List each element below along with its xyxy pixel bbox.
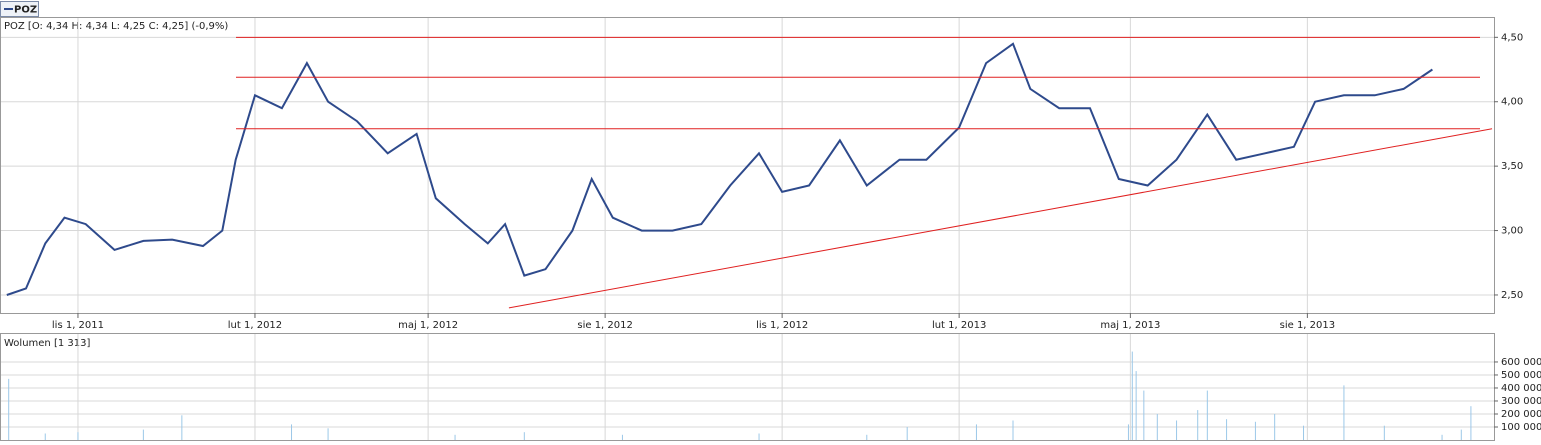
volume-bar xyxy=(866,434,868,440)
x-tick-label: lis 1, 2011 xyxy=(52,320,104,331)
y-tick-label: 200 000 xyxy=(1501,409,1541,420)
volume-bar xyxy=(523,432,525,440)
y-tick-label: 2,50 xyxy=(1501,290,1523,301)
price-panel xyxy=(0,17,1495,314)
volume-bar xyxy=(1156,413,1158,440)
volume-bar xyxy=(1274,413,1276,440)
volume-bar xyxy=(906,426,908,440)
volume-bar xyxy=(327,428,329,440)
x-tick-label: sie 1, 2013 xyxy=(1280,320,1336,331)
x-tick-label: lut 1, 2012 xyxy=(228,320,282,331)
volume-bar xyxy=(1343,385,1345,440)
volume-bar xyxy=(758,433,760,440)
y-tick-label: 600 000 xyxy=(1501,357,1541,368)
volume-bar xyxy=(1460,429,1462,440)
volume-bar xyxy=(181,415,183,440)
legend: POZ [O: 4,34 H: 4,34 L: 4,25 C: 4,25] (-… xyxy=(4,21,228,32)
volume-bar xyxy=(1176,420,1178,440)
volume-bar xyxy=(1131,351,1133,440)
volume-bar xyxy=(77,432,79,440)
price-line xyxy=(6,42,1433,296)
volume-bar xyxy=(621,434,623,440)
volume-bar xyxy=(1127,424,1129,440)
y-tick-label: 3,00 xyxy=(1501,226,1523,237)
y-tick-label: 500 000 xyxy=(1501,370,1541,381)
volume-bar xyxy=(44,433,46,440)
volume-bar xyxy=(1197,410,1199,440)
tab[interactable] xyxy=(0,1,39,17)
volume-bar xyxy=(1441,434,1443,440)
x-tick-label: maj 1, 2013 xyxy=(1100,320,1160,331)
y-tick-label: 4,50 xyxy=(1501,32,1523,43)
volume-bar xyxy=(8,378,10,440)
volume-bar xyxy=(1383,425,1385,440)
volume-bar xyxy=(291,424,293,440)
volume-bar xyxy=(454,434,456,440)
x-tick-label: maj 1, 2012 xyxy=(398,320,458,331)
y-tick-label: 4,00 xyxy=(1501,97,1523,108)
trend-line xyxy=(508,128,1493,309)
y-tick-label: 100 000 xyxy=(1501,422,1541,433)
y-tick-label: 300 000 xyxy=(1501,396,1541,407)
x-tick-label: lut 1, 2013 xyxy=(932,320,986,331)
volume-bar xyxy=(975,424,977,440)
volume-bar xyxy=(1143,390,1145,440)
x-tick-label: lis 1, 2012 xyxy=(756,320,808,331)
volume-bar xyxy=(1135,371,1137,440)
tab-title: POZ xyxy=(14,5,37,16)
volume-bar xyxy=(1470,406,1472,440)
volume-bar xyxy=(1254,421,1256,440)
x-tick-label: sie 1, 2012 xyxy=(577,320,633,331)
volume-bar xyxy=(1226,419,1228,440)
volume-bar xyxy=(1303,425,1305,440)
volume-title: Wolumen [1 313] xyxy=(4,338,90,349)
volume-bar xyxy=(1012,420,1014,440)
y-tick-label: 3,50 xyxy=(1501,161,1523,172)
y-tick-label: 400 000 xyxy=(1501,383,1541,394)
volume-bar xyxy=(1206,390,1208,440)
volume-bar xyxy=(142,429,144,440)
